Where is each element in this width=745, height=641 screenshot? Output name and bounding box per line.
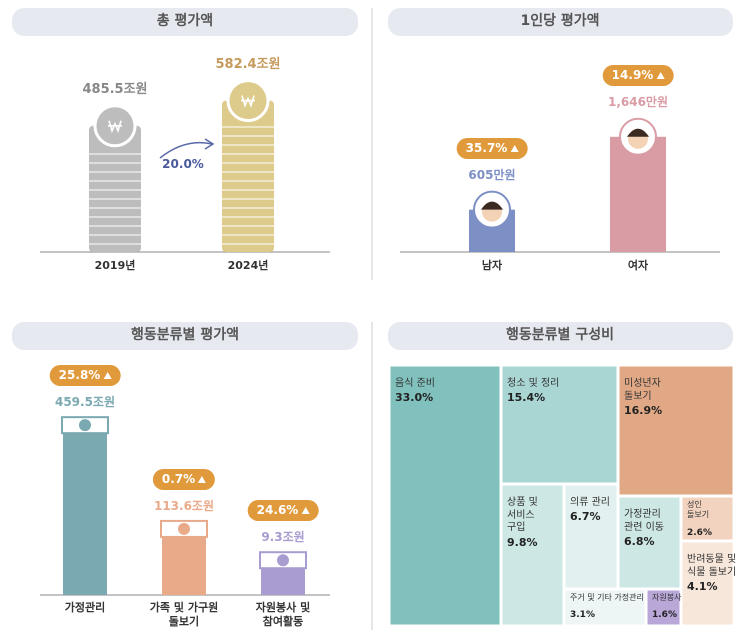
- treemap-cell: [681, 541, 734, 626]
- panel-title: 1인당 평가액: [520, 13, 600, 29]
- value-label: 1,646만원: [607, 94, 669, 109]
- banknote-coin: [277, 554, 289, 567]
- change-pill: 24.6%: [247, 500, 319, 522]
- hair: [627, 128, 649, 137]
- treemap-cell: [681, 496, 734, 541]
- treemap-cell: [501, 484, 564, 626]
- panel-title: 행동분류별 평가액: [131, 327, 239, 343]
- treemap-cell: [618, 365, 734, 496]
- treemap-cell: [646, 589, 681, 626]
- value-label: 485.5조원: [82, 81, 148, 97]
- cell-value: 4.1%: [687, 580, 718, 593]
- treemap-cell: [501, 365, 618, 484]
- treemap-cell: [618, 496, 681, 589]
- cell-label: 음식 준비: [395, 378, 435, 389]
- panel-title: 행동분류별 구성비: [506, 327, 614, 343]
- growth-arrow: [159, 141, 213, 159]
- treemap-cell: [389, 365, 501, 626]
- treemap-cell: [564, 589, 646, 626]
- value-label: 113.6조원: [153, 498, 215, 513]
- cell-label: 상품 및 서비스 구입: [507, 497, 538, 533]
- change-pill: 25.8%: [49, 365, 121, 387]
- category-label: 2019년: [94, 259, 136, 272]
- cell-label: 미성년자 돌보기: [624, 378, 661, 402]
- header-pill: [12, 322, 358, 350]
- cell-label: 성인 돌보기: [687, 500, 710, 519]
- hair: [481, 201, 503, 210]
- treemap-cell: [564, 484, 618, 589]
- arrow-head: [204, 138, 215, 150]
- header-pill: [388, 8, 733, 36]
- cell-label: 가정관리 관련 이동: [624, 509, 664, 533]
- value-label: 459.5조원: [54, 395, 116, 410]
- cell-value: 2.6%: [687, 528, 712, 538]
- won-icon: [108, 120, 122, 134]
- change-label: 20.0%: [162, 157, 204, 171]
- header-pill: [12, 8, 358, 36]
- cell-value: 6.8%: [624, 535, 655, 548]
- change-pill: 14.9%: [602, 64, 674, 86]
- cell-value: 9.8%: [507, 536, 538, 549]
- change-pill: 35.7%: [456, 137, 528, 159]
- coin-stack: [89, 125, 141, 252]
- bar: [63, 417, 107, 595]
- change-pill: 0.7%: [152, 468, 216, 490]
- cell-label: 청소 및 정리: [507, 378, 560, 389]
- cell-value: 3.1%: [570, 610, 595, 620]
- category-label: 2024년: [227, 259, 269, 272]
- cell-value: 33.0%: [395, 391, 434, 404]
- cell-label: 자원봉사: [652, 593, 682, 602]
- category-label: 남자: [481, 259, 503, 272]
- value-label: 605만원: [468, 167, 516, 182]
- cell-value: 6.7%: [570, 510, 601, 523]
- cell-value: 16.9%: [624, 404, 663, 417]
- banknote-coin: [79, 419, 91, 432]
- panel-title: 총 평가액: [156, 13, 214, 29]
- category-label: 가족 및 가구원 돌보기: [149, 601, 219, 628]
- header-pill: [388, 322, 733, 350]
- coin-stack: [222, 100, 274, 253]
- category-label: 자원봉사 및 참여활동: [255, 601, 311, 628]
- banknote-coin: [178, 522, 190, 535]
- cell-label: 주거 및 기타 가정관리: [570, 593, 644, 602]
- won-icon: [241, 95, 255, 108]
- bar: [610, 136, 666, 252]
- category-label: 여자: [627, 259, 649, 272]
- cell-label: 의류 관리: [570, 497, 610, 508]
- value-label: 9.3조원: [261, 530, 305, 545]
- cell-value: 15.4%: [507, 391, 546, 404]
- category-label: 가정관리: [64, 601, 106, 614]
- cell-label: 반려동물 및 식물 돌보기: [687, 554, 737, 578]
- value-label: 582.4조원: [215, 56, 281, 72]
- cell-value: 1.6%: [652, 610, 677, 620]
